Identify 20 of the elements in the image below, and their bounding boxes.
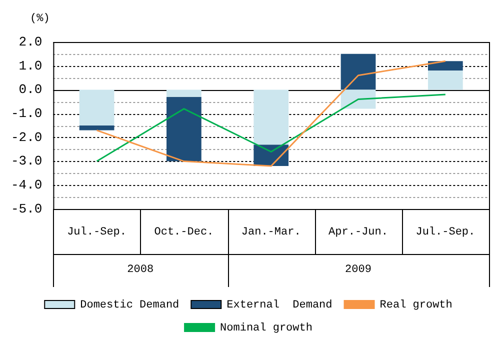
y-tick-label: -3.0	[10, 154, 42, 169]
text: 2008	[127, 264, 154, 276]
y-tick-label: 0.0	[18, 82, 42, 98]
legend-label: Real growth	[380, 299, 452, 312]
y-tick-label: -1.0	[10, 106, 42, 122]
y-tick-label: -4.0	[10, 178, 42, 193]
legend-label: Domestic Demand	[80, 299, 180, 312]
x-tick-label: Jul.-Sep.	[67, 226, 126, 239]
y-axis-title: (%)	[30, 12, 50, 25]
y-tick-label: -2.0	[10, 130, 42, 145]
x-tick-label: Jan.-Mar.	[241, 226, 301, 239]
legend-label: Nominal growth	[220, 322, 312, 334]
text: 2009	[345, 264, 372, 276]
y-tick-label: 2.0	[18, 34, 42, 50]
x-tick-label: Jul.-Sep.	[416, 226, 476, 239]
x-tick-label: Oct.-Dec.	[154, 226, 214, 239]
x-tick-label: Apr.-Jun.	[328, 226, 388, 239]
y-tick-label: -5.0	[10, 201, 42, 216]
legend-label: External Demand	[226, 299, 332, 312]
y-tick-label: 1.0	[18, 58, 42, 74]
